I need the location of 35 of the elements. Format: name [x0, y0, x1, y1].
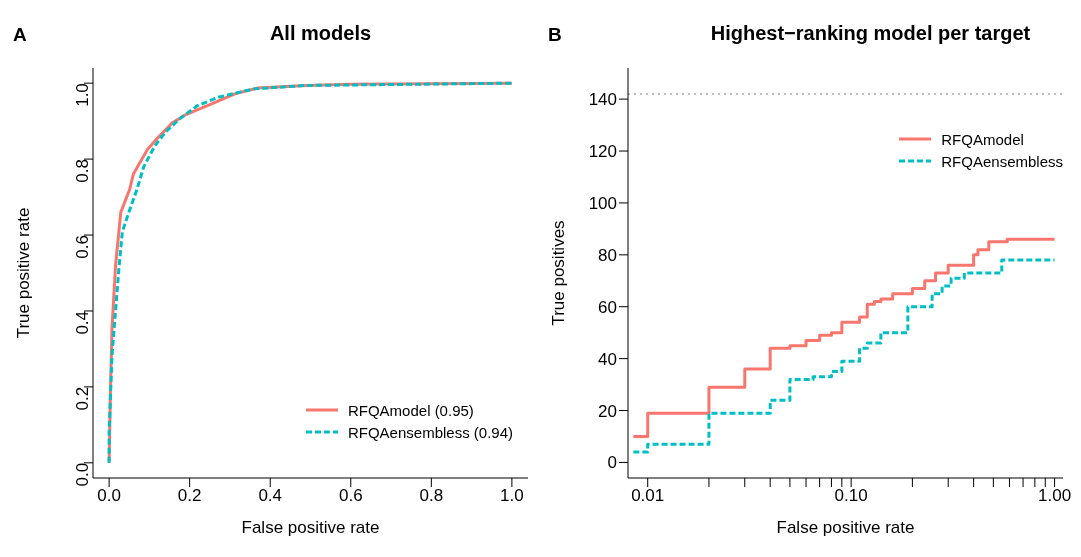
x-tick-label: 0.0	[97, 486, 121, 506]
y-tick-label: 0.6	[73, 235, 93, 259]
y-tick-label: 100	[588, 193, 617, 213]
y-tick-label: 120	[588, 142, 617, 162]
x-tick-label: 0.2	[177, 486, 202, 506]
x-tick-label: 0.8	[419, 486, 444, 506]
x-tick-label: 0.4	[258, 486, 283, 506]
legend-label: RFQAmodel	[941, 130, 1024, 148]
y-tick-label: 80	[598, 245, 617, 265]
text: A	[13, 24, 27, 46]
x-tick-label: 1.00	[1038, 486, 1072, 506]
x-tick-label: 0.01	[631, 486, 665, 506]
y-tick-label: 0.2	[73, 386, 93, 411]
chart-title: Highest−ranking model per target	[710, 22, 1031, 44]
legend-label: RFQAensembless (0.94)	[347, 423, 513, 441]
y-tick-label: 0	[607, 453, 617, 473]
text: B	[548, 24, 562, 46]
legend-label: RFQAensembless	[941, 152, 1063, 170]
x-axis-title: False positive rate	[776, 518, 915, 537]
y-tick-label: 1.0	[73, 83, 93, 107]
y-tick-label: 40	[598, 349, 617, 369]
x-tick-label: 0.6	[338, 486, 363, 506]
legend-label: RFQAmodel (0.95)	[347, 401, 474, 419]
y-tick-label: 20	[598, 401, 617, 421]
y-tick-label: 0.8	[73, 159, 93, 183]
y-tick-label: 60	[598, 297, 617, 317]
x-tick-label: 1.0	[500, 486, 524, 506]
x-tick-label: 0.10	[834, 486, 868, 506]
y-tick-label: 0.0	[73, 462, 93, 487]
y-tick-label: 140	[588, 90, 617, 110]
x-axis-title: False positive rate	[241, 518, 380, 537]
y-axis-title: True positives	[549, 220, 569, 326]
chart-title: All models	[269, 22, 372, 44]
y-axis-title: True positive rate	[14, 207, 34, 339]
y-tick-label: 0.4	[73, 310, 93, 335]
